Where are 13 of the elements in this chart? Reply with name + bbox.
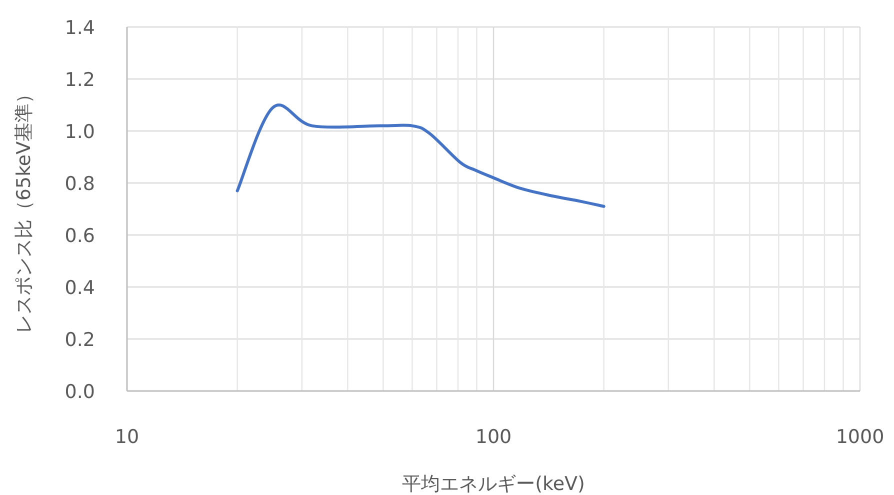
x-tick-label: 100 (475, 426, 512, 448)
x-axis-title: 平均エネルギー(keV) (402, 473, 585, 495)
y-tick-label: 0.0 (64, 381, 95, 403)
y-tick-label: 0.2 (64, 329, 95, 351)
x-tick-label: 10 (114, 426, 140, 448)
y-tick-label: 1.4 (64, 17, 95, 39)
y-tick-label: 1.0 (64, 121, 95, 143)
y-axis-title: レスポンス比（65keV基準） (13, 84, 35, 334)
y-tick-label: 0.4 (64, 277, 95, 299)
x-tick-label: 1000 (836, 426, 884, 448)
y-tick-label: 0.6 (64, 225, 95, 247)
y-tick-label: 1.2 (64, 69, 95, 91)
y-tick-label: 0.8 (64, 173, 95, 195)
